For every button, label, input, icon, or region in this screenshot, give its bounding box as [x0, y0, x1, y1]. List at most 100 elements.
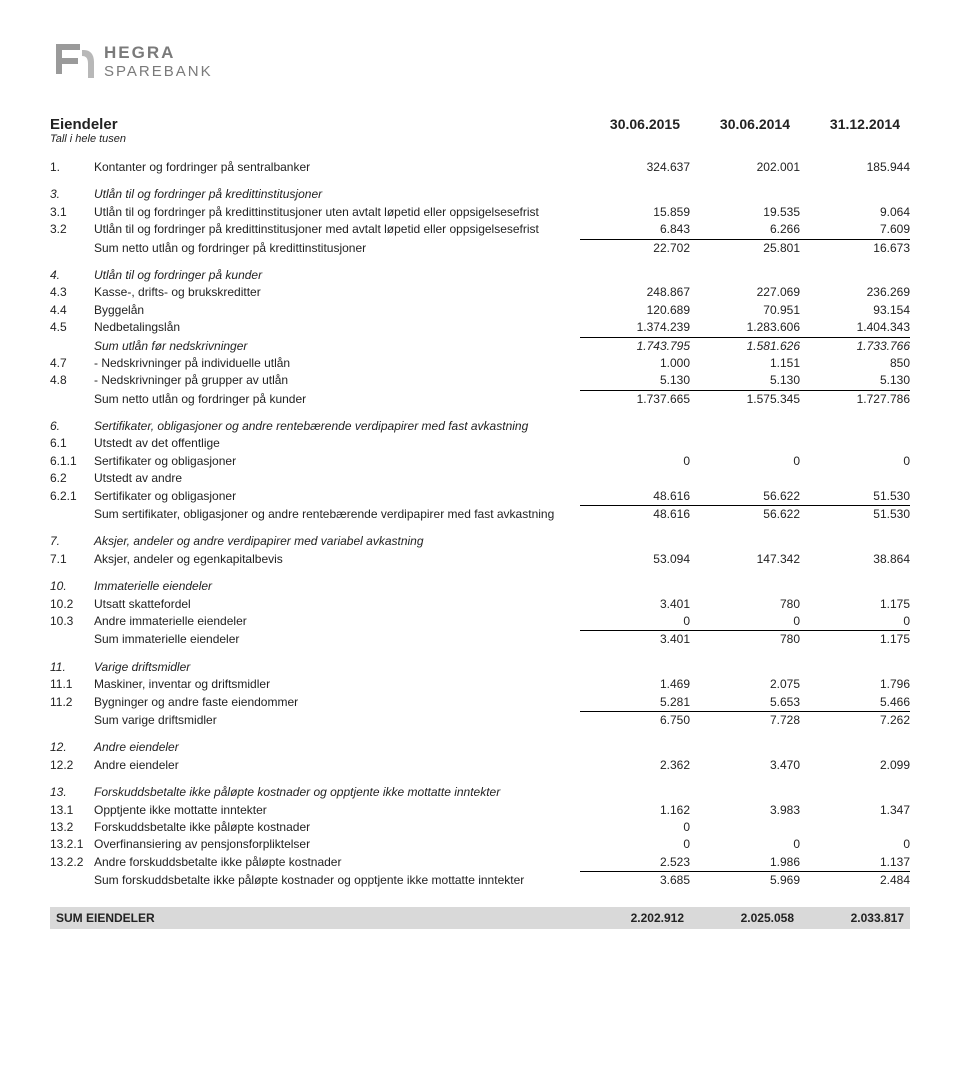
row-idx: 11.	[50, 659, 94, 676]
row-idx: 13.2.1	[50, 836, 94, 853]
row-label: Utlån til og fordringer på kredittinstit…	[94, 204, 580, 221]
row-val: 22.702	[580, 240, 690, 257]
table-row: Sum sertifikater, obligasjoner og andre …	[50, 506, 910, 523]
row-idx: 7.	[50, 533, 94, 550]
row-val: 1.000	[580, 355, 690, 372]
section-12-header: 12. Andre eiendeler	[50, 739, 910, 756]
row-val: 2.099	[800, 757, 910, 774]
row-idx: 7.1	[50, 551, 94, 568]
row-label: Byggelån	[94, 302, 580, 319]
row-val	[580, 435, 690, 452]
total-val: 2.202.912	[574, 911, 684, 925]
row-val: 0	[800, 836, 910, 853]
row-val: 1.162	[580, 802, 690, 819]
row-label: Kasse-, drifts- og brukskreditter	[94, 284, 580, 301]
row-val: 70.951	[690, 302, 800, 319]
row-label: Aksjer, andeler og andre verdipapirer me…	[94, 533, 580, 550]
row-label: Opptjente ikke mottatte inntekter	[94, 802, 580, 819]
table-row: 10.2Utsatt skattefordel3.4017801.175	[50, 596, 910, 613]
row-val: 3.685	[580, 872, 690, 889]
row-label: Sum varige driftsmidler	[94, 712, 580, 729]
col-header-3: 31.12.2014	[790, 116, 900, 133]
table-row: 13.2.1Overfinansiering av pensjonsforpli…	[50, 836, 910, 853]
row-label: Sum immaterielle eiendeler	[94, 631, 580, 648]
row-idx	[50, 631, 94, 648]
row-label: Andre forskuddsbetalte ikke påløpte kost…	[94, 854, 580, 872]
row-val: 120.689	[580, 302, 690, 319]
row-1: 1. Kontanter og fordringer på sentralban…	[50, 159, 910, 176]
table-row: Sum netto utlån og fordringer på kreditt…	[50, 240, 910, 257]
row-val: 1.469	[580, 676, 690, 693]
row-val: 0	[690, 613, 800, 631]
row-idx: 13.	[50, 784, 94, 801]
row-idx: 4.4	[50, 302, 94, 319]
row-val: 1.796	[800, 676, 910, 693]
row-val: 0	[690, 453, 800, 470]
row-val: 7.728	[690, 712, 800, 729]
row-val: 780	[690, 596, 800, 613]
row-val: 0	[580, 613, 690, 631]
row-label: - Nedskrivninger på grupper av utlån	[94, 372, 580, 390]
row-val: 0	[580, 836, 690, 853]
row-val: 5.130	[580, 372, 690, 390]
row-val	[690, 819, 800, 836]
row-idx: 4.5	[50, 319, 94, 337]
table-row: 6.2.1Sertifikater og obligasjoner48.6165…	[50, 488, 910, 506]
table-row: 4.3Kasse-, drifts- og brukskreditter248.…	[50, 284, 910, 301]
table-row: Sum immaterielle eiendeler3.4017801.175	[50, 631, 910, 648]
row-val: 1.737.665	[580, 391, 690, 408]
row-val: 51.530	[800, 488, 910, 506]
table-row: 4.5Nedbetalingslån1.374.2391.283.6061.40…	[50, 319, 910, 337]
row-val: 236.269	[800, 284, 910, 301]
row-val: 6.750	[580, 712, 690, 729]
row-val: 0	[690, 836, 800, 853]
row-val: 2.484	[800, 872, 910, 889]
svg-text:HEGRA: HEGRA	[104, 43, 175, 62]
row-val: 5.281	[580, 694, 690, 712]
row-label: Nedbetalingslån	[94, 319, 580, 337]
header-row: Eiendeler 30.06.2015 30.06.2014 31.12.20…	[50, 116, 910, 133]
row-val: 3.401	[580, 631, 690, 648]
row-label: Varige driftsmidler	[94, 659, 580, 676]
table-row: 3.1Utlån til og fordringer på kredittins…	[50, 204, 910, 221]
row-val: 780	[690, 631, 800, 648]
row-val: 0	[800, 453, 910, 470]
row-val: 51.530	[800, 506, 910, 523]
row-val: 0	[580, 453, 690, 470]
row-val: 5.130	[800, 372, 910, 390]
row-label: Sum forskuddsbetalte ikke påløpte kostna…	[94, 872, 580, 889]
row-val: 248.867	[580, 284, 690, 301]
section-13-header: 13. Forskuddsbetalte ikke påløpte kostna…	[50, 784, 910, 801]
logo: HEGRA SPAREBANK	[50, 40, 910, 86]
section-10-header: 10. Immaterielle eiendeler	[50, 578, 910, 595]
row-idx: 4.7	[50, 355, 94, 372]
row-val: 0	[800, 613, 910, 631]
row-val: 3.983	[690, 802, 800, 819]
table-row: 3.2Utlån til og fordringer på kredittins…	[50, 221, 910, 239]
table-row: 7.1Aksjer, andeler og egenkapitalbevis53…	[50, 551, 910, 568]
row-idx: 4.8	[50, 372, 94, 390]
row-val: 1.151	[690, 355, 800, 372]
row-val: 6.843	[580, 221, 690, 239]
row-val	[580, 470, 690, 487]
row-label: Overfinansiering av pensjonsforpliktelse…	[94, 836, 580, 853]
row-val: 38.864	[800, 551, 910, 568]
row-val: 1.986	[690, 854, 800, 872]
row-val: 850	[800, 355, 910, 372]
row-val: 2.362	[580, 757, 690, 774]
row-idx: 6.1	[50, 435, 94, 452]
table-row: 6.1.1Sertifikater og obligasjoner000	[50, 453, 910, 470]
row-idx: 4.3	[50, 284, 94, 301]
row-idx: 12.2	[50, 757, 94, 774]
row-label: Immaterielle eiendeler	[94, 578, 580, 595]
row-idx	[50, 506, 94, 523]
row-idx: 11.2	[50, 694, 94, 712]
total-val: 2.025.058	[684, 911, 794, 925]
row-val: 1.581.626	[690, 338, 800, 355]
row-label: Maskiner, inventar og driftsmidler	[94, 676, 580, 693]
table-row: 6.1Utstedt av det offentlige	[50, 435, 910, 452]
svg-text:SPAREBANK: SPAREBANK	[104, 63, 213, 80]
row-val	[690, 470, 800, 487]
row-label: Andre immaterielle eiendeler	[94, 613, 580, 631]
row-val	[800, 819, 910, 836]
